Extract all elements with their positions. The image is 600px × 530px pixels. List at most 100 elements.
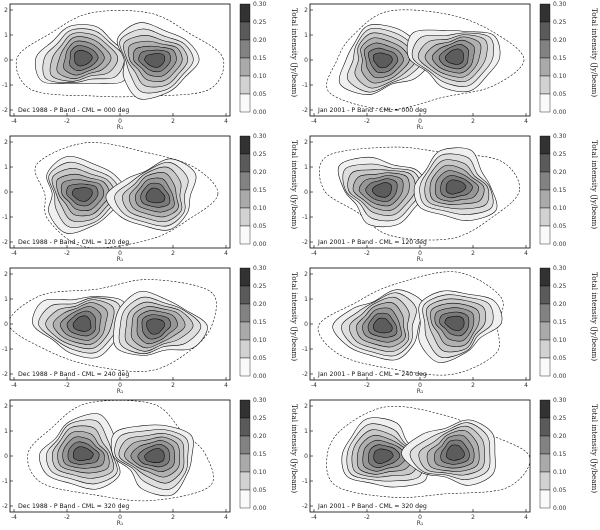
colorbar-tick-label: 0.05 — [253, 355, 267, 362]
colorbar-step — [539, 135, 551, 155]
colorbar-tick-label: 0.00 — [253, 109, 267, 116]
colorbar-tick-label: 0.25 — [253, 415, 267, 422]
colorbar-step — [539, 267, 551, 287]
y-tick-label: 0 — [304, 321, 308, 328]
colorbar-tick-label: 0.20 — [253, 37, 267, 44]
colorbar-step — [239, 153, 251, 173]
contour-level — [444, 315, 465, 332]
panel-caption: Jan 2001 - P Band - CML = 320 deg — [317, 503, 427, 510]
x-tick-label: 4 — [224, 382, 228, 389]
colorbar-step — [539, 321, 551, 341]
colorbar-tick-label: 0.20 — [253, 301, 267, 308]
panel-caption: Dec 1988 - P Band - CML = 320 deg — [18, 503, 129, 510]
map-panel: 2 1 0 -1 -2 -4 -2 0 2 4 R₁ Dec 1988 - P Band - CML … — [0, 264, 300, 396]
colorbar-step — [539, 93, 551, 113]
colorbar-tick-label: 0.10 — [253, 337, 267, 344]
x-axis-label: R₁ — [117, 124, 124, 131]
x-tick-label: -2 — [64, 250, 70, 257]
x-tick-label: 4 — [524, 382, 528, 389]
contour-group — [317, 271, 504, 376]
contour-group — [10, 279, 217, 372]
x-axis-label: R₁ — [117, 520, 124, 527]
colorbar-tick-label: 0.15 — [553, 451, 567, 458]
x-tick-label: -2 — [364, 118, 370, 125]
x-tick-label: 2 — [171, 382, 175, 389]
y-tick-label: 0 — [4, 57, 8, 64]
colorbar-step — [239, 321, 251, 341]
colorbar-step — [239, 285, 251, 305]
colorbar-tick-label: 0.20 — [553, 301, 567, 308]
colorbar-tick-label: 0.30 — [553, 265, 567, 272]
colorbar-tick-label: 0.30 — [253, 1, 267, 8]
colorbar-title: Total intensity (Jy/beam) — [290, 272, 299, 361]
y-tick-label: 0 — [4, 189, 8, 196]
y-tick-label: 2 — [4, 139, 8, 146]
x-tick-label: 2 — [171, 118, 175, 125]
y-tick-label: 1 — [4, 428, 8, 435]
colorbar-step — [539, 303, 551, 323]
outer-contour — [34, 142, 219, 248]
colorbar-title: Total intensity (Jy/beam) — [590, 272, 599, 361]
colorbar-tick-label: 0.25 — [253, 283, 267, 290]
map-panel: 2 1 0 -1 -2 -4 -2 0 2 4 R₁ Jan 2001 - P Band - CML … — [300, 132, 600, 264]
panel-caption: Jan 2001 - P Band - CML = 240 deg — [317, 371, 427, 378]
colorbar-tick-label: 0.15 — [553, 319, 567, 326]
colorbar-step — [539, 339, 551, 359]
colorbar-tick-label: 0.20 — [553, 37, 567, 44]
map-panel: 2 1 0 -1 -2 -4 -2 0 2 4 R₁ Jan 2001 - P Band - CML … — [300, 264, 600, 396]
x-tick-label: 4 — [524, 250, 528, 257]
y-tick-label: -1 — [2, 82, 8, 89]
colorbar-step — [539, 57, 551, 77]
y-tick-label: 1 — [304, 428, 308, 435]
x-tick-label: -4 — [11, 382, 17, 389]
colorbar-step — [539, 207, 551, 227]
contour-level — [146, 318, 165, 335]
colorbar-tick-label: 0.05 — [253, 223, 267, 230]
colorbar-tick-label: 0.00 — [253, 241, 267, 248]
colorbar-tick-label: 0.10 — [253, 469, 267, 476]
x-axis-label: R₁ — [117, 256, 124, 263]
colorbar-tick-label: 0.30 — [253, 397, 267, 404]
outer-contour — [10, 279, 217, 372]
colorbar-step — [539, 225, 551, 245]
colorbar-tick-label: 0.10 — [253, 205, 267, 212]
y-tick-label: 0 — [4, 321, 8, 328]
colorbar-tick-label: 0.00 — [253, 505, 267, 512]
colorbar-tick-label: 0.20 — [253, 433, 267, 440]
colorbar-title: Total intensity (Jy/beam) — [590, 404, 599, 493]
colorbar-tick-label: 0.20 — [553, 169, 567, 176]
y-tick-label: 2 — [304, 7, 308, 14]
colorbar-tick-label: 0.15 — [553, 187, 567, 194]
x-tick-label: -4 — [11, 118, 17, 125]
colorbar-step — [239, 303, 251, 323]
colorbar-tick-label: 0.10 — [553, 469, 567, 476]
colorbar-tick-label: 0.00 — [253, 373, 267, 380]
contour-group — [326, 9, 525, 110]
x-tick-label: -2 — [364, 382, 370, 389]
colorbar-tick-label: 0.25 — [553, 19, 567, 26]
colorbar-tick-label: 0.30 — [553, 133, 567, 140]
colorbar-step — [239, 339, 251, 359]
contour-group — [34, 142, 219, 248]
colorbar-tick-label: 0.05 — [553, 91, 567, 98]
colorbar-tick-label: 0.20 — [253, 169, 267, 176]
colorbar-tick-label: 0.15 — [253, 187, 267, 194]
colorbar-tick-label: 0.25 — [553, 415, 567, 422]
x-axis-label: R₁ — [117, 388, 124, 395]
x-tick-label: -2 — [64, 118, 70, 125]
colorbar-step — [539, 399, 551, 419]
colorbar-step — [239, 417, 251, 437]
colorbar-title: Total intensity (Jy/beam) — [290, 140, 299, 229]
x-tick-label: 0 — [118, 514, 122, 521]
contour-level — [71, 187, 93, 202]
colorbar-tick-label: 0.25 — [553, 151, 567, 158]
y-tick-label: 2 — [304, 271, 308, 278]
contour-level — [144, 53, 166, 68]
